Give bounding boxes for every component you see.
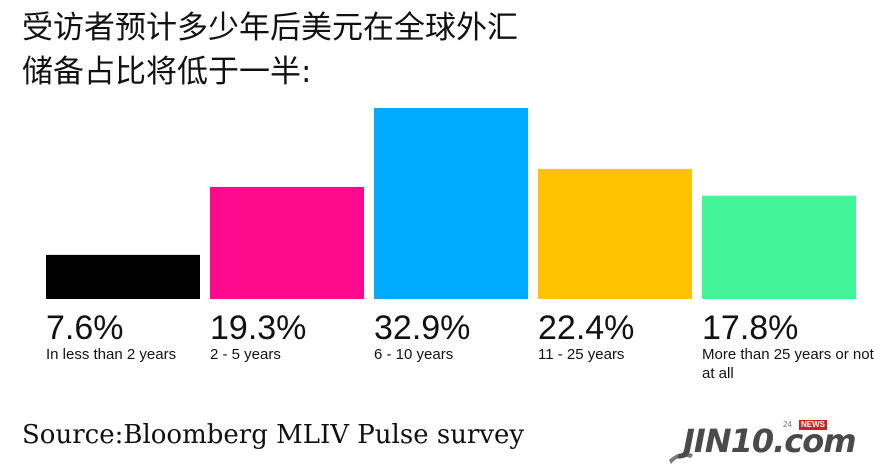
bar-category-label-3: 6 - 10 years: [374, 346, 454, 363]
bar-4: [538, 168, 692, 299]
bar-value-label-4: 22.4%: [538, 309, 635, 347]
bar-2: [210, 186, 364, 299]
bar-1: [46, 254, 200, 299]
bar-value-label-1: 7.6%: [46, 309, 124, 347]
bar-category-label-4: 11 - 25 years: [538, 346, 625, 363]
bar-3: [374, 108, 528, 299]
logo-news-badge: NEWS: [799, 420, 827, 430]
logo-small-text: 24: [783, 420, 792, 429]
bar-chart: [46, 108, 856, 299]
bar-category-label-1: In less than 2 years: [46, 346, 177, 363]
bar-value-label-5: 17.8%: [702, 309, 799, 347]
chart-title: 受访者预计多少年后美元在全球外汇 储备占比将低于一半:: [22, 6, 662, 94]
title-line-2: 储备占比将低于一半:: [22, 54, 312, 90]
bar-category-label-5: More than 25 years or not at all: [702, 346, 874, 382]
title-line-1: 受访者预计多少年后美元在全球外汇: [22, 10, 518, 46]
logo-swoosh-icon: [669, 452, 693, 464]
bar-5: [702, 195, 856, 299]
jin10-logo: JIN10.com 24 NEWS: [665, 420, 865, 464]
bar-value-label-3: 32.9%: [374, 309, 471, 347]
bar-value-label-2: 19.3%: [210, 309, 307, 347]
bar-category-label-2: 2 - 5 years: [210, 346, 281, 363]
logo-text: JIN10.com: [683, 422, 857, 460]
source-note: Source:Bloomberg MLIV Pulse survey: [22, 420, 525, 450]
